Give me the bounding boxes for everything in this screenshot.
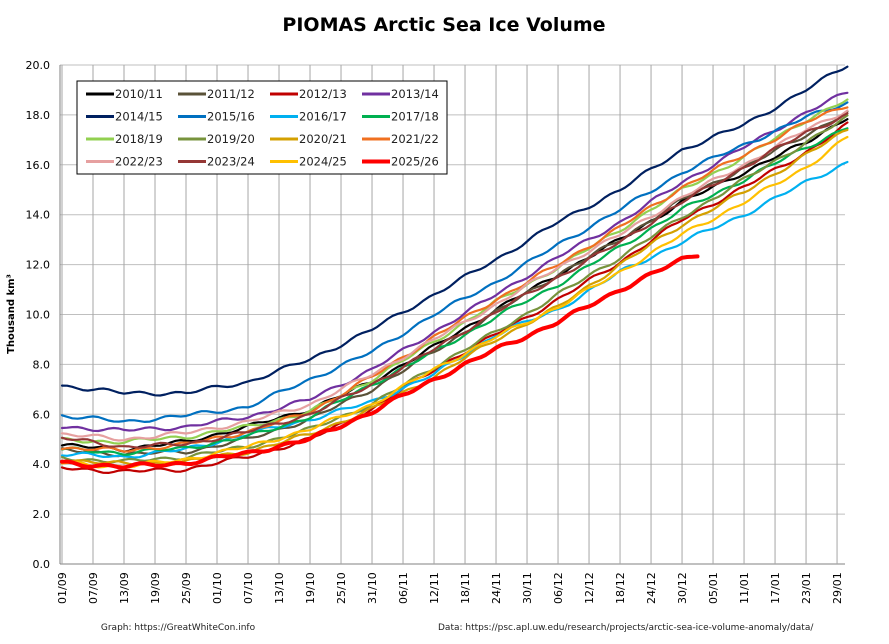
y-axis-ticks: 0.0 2.0 4.0 6.0 8.0 10.0 12.0 14.0 16.0 18.0 20.0 [26, 59, 51, 571]
x-tick-label: 31/10 [366, 572, 379, 604]
x-tick-label: 12/11 [428, 572, 441, 604]
x-tick-label: 13/09 [118, 572, 131, 604]
legend-label: 2023/24 [207, 155, 255, 169]
series-line-2019-20 [60, 114, 849, 464]
y-axis-label: Thousand km³ [6, 274, 17, 354]
x-tick-label: 30/11 [521, 572, 534, 604]
series-line-2015-16 [60, 101, 849, 423]
grid [59, 64, 845, 565]
x-tick-label: 06/11 [397, 572, 410, 604]
series-line-2011-12 [60, 110, 849, 458]
series-line-2016-17 [60, 160, 849, 459]
x-tick-label: 19/10 [304, 572, 317, 604]
x-tick-label: 18/11 [459, 572, 472, 604]
legend-label: 2024/25 [299, 155, 347, 169]
legend-label: 2016/17 [299, 110, 347, 124]
x-tick-label: 13/10 [273, 572, 286, 604]
x-tick-label: 23/01 [800, 572, 813, 604]
series-line-2024-25 [60, 135, 849, 469]
x-axis-ticks: 01/09 07/09 13/09 19/09 25/09 01/10 07/10 13/10… [56, 572, 844, 604]
x-tick-label: 01/10 [211, 572, 224, 604]
legend-label: 2015/16 [207, 110, 255, 124]
y-tick-label: 6.0 [33, 408, 51, 421]
x-tick-label: 29/01 [831, 572, 844, 604]
series-lines [60, 65, 849, 474]
x-tick-label: 07/10 [242, 572, 255, 604]
y-tick-label: 0.0 [33, 558, 51, 571]
legend: 2010/11 2011/12 2012/13 2013/14 2014/15 2015/… [76, 80, 448, 175]
y-tick-label: 12.0 [26, 259, 51, 272]
series-line-2025-26 [60, 254, 700, 470]
chart-title: PIOMAS Arctic Sea Ice Volume [282, 14, 605, 36]
legend-label: 2012/13 [299, 87, 347, 101]
x-tick-label: 11/01 [738, 572, 751, 604]
x-tick-label: 06/12 [552, 572, 565, 604]
legend-label: 2011/12 [207, 87, 255, 101]
y-tick-label: 10.0 [26, 309, 51, 322]
legend-box [76, 80, 448, 175]
y-tick-label: 16.0 [26, 159, 51, 172]
legend-label: 2019/20 [207, 132, 255, 146]
legend-label: 2014/15 [115, 110, 163, 124]
x-tick-label: 24/12 [645, 572, 658, 604]
footer-data-source: Data: https://psc.apl.uw.edu/research/pr… [438, 623, 814, 633]
y-tick-label: 20.0 [26, 59, 51, 72]
legend-label: 2025/26 [391, 155, 439, 169]
x-tick-label: 18/12 [614, 572, 627, 604]
y-tick-label: 14.0 [26, 209, 51, 222]
x-tick-label: 01/09 [56, 572, 69, 604]
y-tick-label: 18.0 [26, 109, 51, 122]
series-line-2013-14 [60, 91, 849, 433]
x-tick-label: 12/12 [583, 572, 596, 604]
series-line-2023-24 [60, 112, 849, 449]
series-line-2017-18 [60, 127, 849, 456]
y-tick-label: 4.0 [33, 458, 51, 471]
series-line-2022-23 [60, 109, 849, 442]
series-line-2014-15 [60, 65, 849, 397]
legend-label: 2020/21 [299, 132, 347, 146]
legend-label: 2021/22 [391, 132, 439, 146]
x-tick-label: 07/09 [87, 572, 100, 604]
x-tick-label: 05/01 [707, 572, 720, 604]
x-tick-label: 25/10 [335, 572, 348, 604]
y-tick-label: 8.0 [33, 358, 51, 371]
legend-label: 2018/19 [115, 132, 163, 146]
x-tick-label: 17/01 [769, 572, 782, 604]
series-line-2018-19 [60, 98, 849, 445]
x-tick-label: 30/12 [676, 572, 689, 604]
legend-label: 2022/23 [115, 155, 163, 169]
legend-label: 2013/14 [391, 87, 439, 101]
footer-graph-credit: Graph: https://GreatWhiteCon.info [101, 623, 256, 633]
x-tick-label: 24/11 [490, 572, 503, 604]
legend-label: 2010/11 [115, 87, 163, 101]
x-tick-label: 19/09 [149, 572, 162, 604]
x-tick-label: 25/09 [180, 572, 193, 604]
series-line-2012-13 [60, 121, 849, 474]
legend-label: 2017/18 [391, 110, 439, 124]
y-tick-label: 2.0 [33, 508, 51, 521]
